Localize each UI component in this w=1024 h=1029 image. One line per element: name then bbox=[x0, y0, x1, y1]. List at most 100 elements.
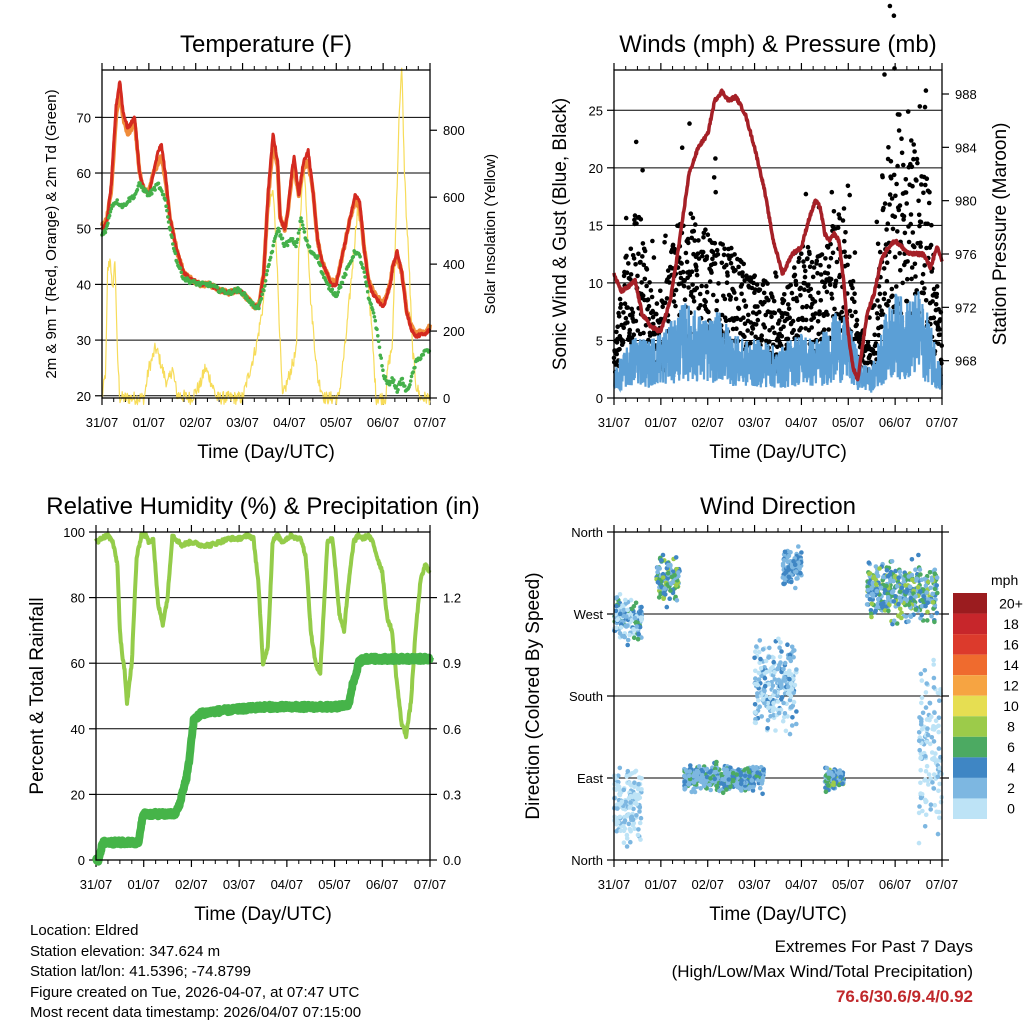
direction-point bbox=[772, 669, 777, 675]
direction-point bbox=[899, 585, 905, 591]
dewpoint-point bbox=[271, 243, 276, 248]
direction-point bbox=[917, 747, 922, 753]
direction-point bbox=[753, 716, 758, 722]
gust-point bbox=[887, 202, 892, 207]
direction-point bbox=[773, 728, 778, 733]
direction-point bbox=[896, 601, 901, 607]
direction-point bbox=[788, 579, 794, 585]
gust-point bbox=[889, 196, 895, 201]
gust-point bbox=[809, 325, 814, 330]
dewpoint-point bbox=[107, 213, 112, 218]
gust-point bbox=[792, 272, 798, 278]
direction-point bbox=[920, 710, 926, 716]
direction-point bbox=[765, 726, 770, 731]
gust-point bbox=[807, 264, 813, 270]
gust-point bbox=[850, 278, 856, 284]
direction-point bbox=[661, 590, 667, 596]
direction-point bbox=[924, 739, 930, 745]
direction-point bbox=[721, 782, 727, 787]
gust-point bbox=[673, 303, 678, 309]
direction-point bbox=[886, 608, 891, 614]
y2-tick-label: 0.9 bbox=[443, 656, 461, 671]
direction-point bbox=[752, 720, 758, 725]
gust-point bbox=[617, 296, 623, 302]
direction-point bbox=[788, 694, 794, 699]
direction-point bbox=[639, 604, 644, 610]
colorbar-swatch bbox=[953, 634, 987, 655]
gust-point bbox=[926, 200, 932, 206]
direction-point bbox=[632, 615, 638, 621]
dewpoint-point bbox=[333, 291, 337, 295]
x-tick-label: 06/07 bbox=[367, 415, 400, 430]
dewpoint-point bbox=[242, 291, 247, 295]
direction-point bbox=[627, 805, 633, 810]
gust-point bbox=[813, 311, 818, 316]
dewpoint-point bbox=[409, 374, 414, 379]
direction-point bbox=[615, 617, 620, 623]
direction-point bbox=[932, 710, 937, 715]
direction-point bbox=[779, 649, 784, 654]
direction-point bbox=[794, 667, 799, 672]
gust-point bbox=[681, 283, 687, 289]
direction-point bbox=[698, 786, 703, 791]
y2-tick-label: 600 bbox=[443, 190, 465, 205]
colorbar-label: 8 bbox=[1007, 719, 1015, 735]
direction-point bbox=[931, 662, 936, 667]
direction-point bbox=[617, 611, 623, 617]
direction-point bbox=[923, 769, 929, 774]
gust-point bbox=[887, 192, 893, 197]
direction-point bbox=[617, 592, 623, 597]
dewpoint-point bbox=[160, 189, 164, 194]
y-tick-label: 80 bbox=[71, 591, 85, 606]
gust-point bbox=[621, 310, 626, 315]
gust-point bbox=[904, 298, 910, 304]
gust-point bbox=[621, 325, 626, 331]
gust-point bbox=[792, 265, 797, 270]
direction-point bbox=[775, 699, 781, 704]
direction-point bbox=[918, 589, 923, 594]
direction-point bbox=[916, 730, 922, 735]
direction-point bbox=[756, 670, 762, 676]
gust-point bbox=[805, 244, 811, 250]
gust-point bbox=[748, 340, 753, 346]
direction-point bbox=[838, 774, 843, 780]
direction-point bbox=[936, 723, 941, 729]
gust-point bbox=[694, 285, 700, 291]
direction-point bbox=[753, 676, 758, 681]
gust-point bbox=[849, 313, 855, 319]
gust-point bbox=[638, 259, 643, 265]
y-tick-label: 15 bbox=[589, 218, 603, 233]
dewpoint-point bbox=[259, 296, 264, 301]
direction-point bbox=[924, 681, 929, 686]
x-tick-label: 03/07 bbox=[738, 877, 771, 892]
gust-point bbox=[927, 189, 932, 195]
gust-point bbox=[890, 226, 896, 232]
gust-point bbox=[787, 315, 792, 321]
y2-tick-label: 0.6 bbox=[443, 722, 461, 737]
direction-point bbox=[934, 575, 940, 580]
colorbar-swatch bbox=[953, 798, 987, 819]
direction-point bbox=[757, 660, 762, 666]
dewpoint-point bbox=[179, 270, 184, 275]
direction-point bbox=[884, 568, 890, 573]
dewpoint-point bbox=[178, 266, 183, 270]
x-tick-label: 31/07 bbox=[598, 415, 631, 430]
gust-point bbox=[752, 273, 757, 279]
direction-point bbox=[657, 566, 662, 571]
gust-point bbox=[872, 332, 877, 338]
direction-point bbox=[929, 714, 934, 719]
direction-point bbox=[873, 564, 879, 569]
gust-point bbox=[918, 244, 923, 249]
direction-point bbox=[637, 820, 643, 826]
gust-point bbox=[743, 303, 749, 309]
gust-point bbox=[842, 249, 847, 255]
direction-point bbox=[772, 677, 778, 682]
gust-point bbox=[789, 290, 795, 296]
gust-point bbox=[650, 238, 655, 244]
dewpoint-point bbox=[300, 219, 304, 224]
gust-point bbox=[679, 261, 684, 266]
direction-point bbox=[621, 828, 627, 834]
direction-point bbox=[937, 815, 942, 821]
dewpoint-point bbox=[140, 184, 145, 189]
